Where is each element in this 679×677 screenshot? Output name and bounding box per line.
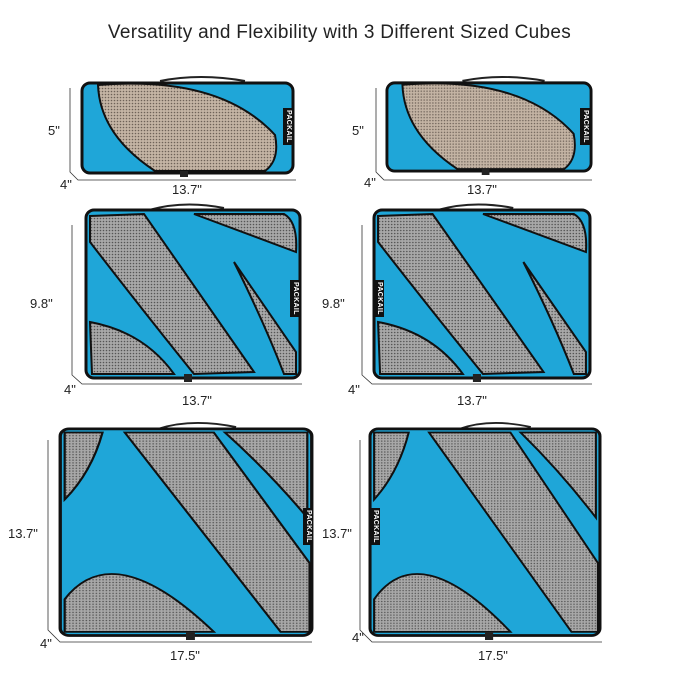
- small-packing-cube: [80, 76, 295, 177]
- cube-height-label: 5": [48, 123, 60, 138]
- cube-height-label: 13.7": [8, 526, 38, 541]
- cube-width-label: 13.7": [172, 182, 202, 197]
- cube-depth-label: 4": [364, 175, 376, 190]
- mesh-panel: [401, 82, 576, 171]
- cube-width-label: 13.7": [467, 182, 497, 197]
- cube-depth-label: 4": [348, 382, 360, 397]
- brand-tag: PACKAIL: [370, 508, 380, 545]
- cube-width-label: 13.7": [457, 393, 487, 408]
- cube-height-label: 9.8": [30, 296, 53, 311]
- zipper-pull[interactable]: [184, 374, 192, 382]
- headline: Versatility and Flexibility with 3 Diffe…: [107, 22, 572, 43]
- cube-height-label: 5": [352, 123, 364, 138]
- medium-packing-cube: [372, 203, 592, 382]
- cube-depth-label: 4": [40, 636, 52, 651]
- cube-width-label: 17.5": [478, 648, 508, 663]
- brand-tag: PACKAIL: [290, 280, 300, 317]
- zipper-pull[interactable]: [186, 631, 195, 640]
- cube-depth-label: 4": [64, 382, 76, 397]
- cube-height-label: 9.8": [322, 296, 345, 311]
- zipper-pull[interactable]: [481, 169, 490, 175]
- zipper-pull[interactable]: [485, 631, 494, 640]
- zipper-pull[interactable]: [180, 171, 188, 177]
- brand-tag: PACKAIL: [283, 108, 293, 145]
- small-packing-cube: [385, 75, 593, 175]
- cube-depth-label: 4": [352, 630, 364, 645]
- zipper-pull[interactable]: [472, 374, 481, 382]
- handle: [159, 76, 246, 82]
- brand-tag: PACKAIL: [303, 508, 313, 545]
- cube-width-label: 17.5": [170, 648, 200, 663]
- brand-tag: PACKAIL: [374, 280, 384, 317]
- large-packing-cube: [58, 422, 314, 640]
- medium-packing-cube: [84, 203, 302, 382]
- cube-width-label: 13.7": [182, 393, 212, 408]
- brand-tag: PACKAIL: [580, 108, 590, 145]
- cube-depth-label: 4": [60, 177, 72, 192]
- large-packing-cube: [368, 422, 602, 640]
- cube-height-label: 13.7": [322, 526, 352, 541]
- mesh-panel: [96, 82, 278, 172]
